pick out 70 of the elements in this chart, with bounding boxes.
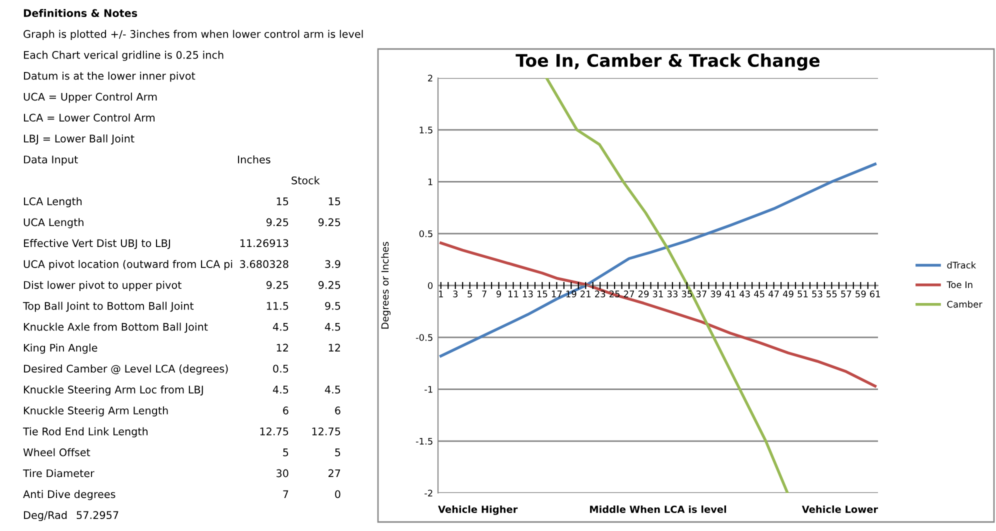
text: Deg/Rad 57.2957 — [24, 510, 118, 522]
text: Vehicle Higher — [438, 505, 518, 515]
x-tick-label: 27 — [624, 290, 634, 298]
text: Graph is plotted +/- 3inches from when lower control arm is level — [24, 30, 363, 40]
x-tick-label: 57 — [841, 290, 852, 298]
text: Middle When LCA is level — [590, 505, 726, 513]
x-tick-label: 39 — [710, 290, 722, 298]
x-tick-label: 43 — [740, 290, 750, 298]
y-tick-label: 2 — [428, 74, 432, 82]
text: Dist lower pivot to upper pivot 9.25 9.25 — [24, 280, 340, 291]
x-tick-label: 37 — [696, 290, 706, 298]
text: LBJ = Lower Ball Joint — [24, 134, 134, 144]
legend-label: dTrack — [947, 262, 976, 269]
y-tick-label: 0 — [428, 282, 433, 290]
text: Knuckle Steering Arm Loc from LBJ 4.5 4.5 — [24, 385, 340, 396]
x-tick-label: 7 — [482, 290, 486, 298]
y-tick-label: -0.5 — [416, 334, 432, 341]
text: Vehicle Lower — [802, 505, 878, 513]
x-tick-label: 59 — [856, 290, 866, 298]
x-tick-label: 41 — [725, 290, 736, 298]
text: UCA pivot location (outward from LCA pi 3.680328 3.9 — [24, 260, 340, 270]
text: Tie Rod End Link Length 12.75 12.75 — [22, 427, 340, 438]
y-tick-label: -1.5 — [416, 438, 432, 445]
y-tick-label: -2 — [424, 490, 432, 496]
x-tick-label: 23 — [595, 290, 606, 298]
x-tick-label: 1 — [439, 290, 443, 298]
text: King Pin Angle 12 12 — [24, 344, 340, 354]
legend-label: Camber — [947, 300, 982, 308]
chart-title: Toe In, Camber & Track Change — [516, 54, 820, 70]
x-tick-label: 9 — [496, 290, 502, 298]
text: Tire Diameter 30 27 — [22, 469, 340, 478]
text: LCA = Lower Control Arm — [24, 114, 155, 122]
legend-label: Toe In — [946, 281, 972, 288]
text: Desired Camber @ Level LCA (degrees) 0.5 — [24, 364, 288, 375]
text: Wheel Offset 5 5 — [23, 448, 340, 456]
x-tick-label: 53 — [812, 290, 822, 298]
x-tick-label: 31 — [652, 290, 663, 298]
x-tick-label: 61 — [870, 290, 880, 298]
text: Datum is at the lower inner pivot — [24, 72, 196, 82]
text: Top Ball Joint to Bottom Ball Joint 11.5 9.5 — [22, 302, 340, 312]
text: Data Input Inches — [24, 155, 270, 166]
x-tick-label: 21 — [580, 290, 591, 298]
x-tick-label: 47 — [768, 290, 779, 298]
y-tick-label: 1 — [428, 178, 432, 186]
text: Effective Vert Dist UBJ to LBJ 11.26913 — [24, 239, 288, 250]
text: Stock — [292, 176, 320, 184]
x-tick-label: 11 — [508, 290, 518, 298]
y-axis-title: Degrees or Inches — [381, 242, 391, 329]
x-tick-label: 29 — [638, 290, 649, 298]
text: Knuckle Axle from Bottom Ball Joint 4.5 4.5 — [24, 322, 340, 333]
x-tick-label: 51 — [798, 290, 808, 298]
x-tick-label: 49 — [782, 290, 794, 298]
x-tick-label: 5 — [468, 290, 472, 298]
x-tick-label: 55 — [826, 290, 837, 298]
text: Definitions & Notes — [24, 8, 138, 18]
x-tick-label: 13 — [522, 290, 533, 298]
y-tick-label: -1 — [424, 386, 432, 393]
x-tick-label: 17 — [552, 290, 562, 298]
text: UCA Length 9.25 9.25 — [24, 218, 340, 228]
text: LCA Length 15 15 — [24, 197, 340, 208]
text: UCA = Upper Control Arm — [24, 92, 157, 103]
x-tick-label: 3 — [453, 290, 458, 298]
x-tick-label: 33 — [667, 290, 678, 298]
text: Knuckle Steerig Arm Length 6 6 — [24, 406, 340, 416]
text: Anti Dive degrees 7 0 — [23, 490, 340, 500]
x-tick-label: 45 — [754, 290, 764, 298]
y-tick-label: 0.5 — [419, 230, 432, 238]
text: Each Chart verical gridline is 0.25 inch — [24, 50, 224, 61]
x-tick-label: 15 — [537, 290, 548, 298]
y-tick-label: 1.5 — [420, 126, 432, 134]
